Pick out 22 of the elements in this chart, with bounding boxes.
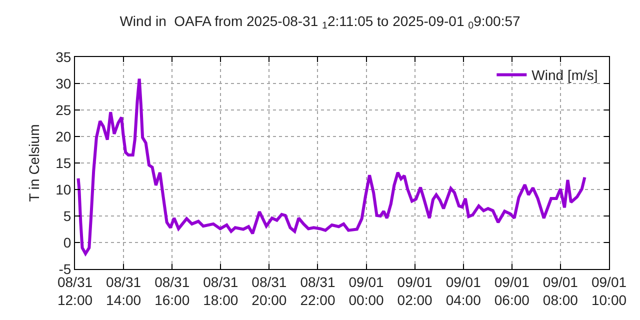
x-tick-label: 09/01 08:00 [542, 274, 578, 308]
x-tick-label: 08/31 22:00 [300, 274, 336, 308]
y-axis-title: T in Celsium [26, 124, 42, 202]
legend-label: Wind [m/s] [532, 67, 598, 84]
y-tick-label: 0 [63, 234, 72, 250]
y-tick-label: 35 [56, 48, 72, 65]
x-tick-label: 08/31 18:00 [203, 274, 238, 308]
chart-title: Wind in OAFA from 2025-08-31 $_{1}$2:11:05 to 2025-09-01 $_{0}$9:00:57 [120, 12, 520, 32]
x-tick-label: 09/01 06:00 [494, 274, 530, 308]
y-tick-label: 15 [56, 154, 72, 171]
y-tick-label: 20 [56, 128, 72, 144]
y-tick-label: 5 [63, 208, 72, 224]
x-tick-label: 08/31 20:00 [252, 274, 287, 308]
y-tick-label: 30 [56, 75, 72, 92]
x-tick-label: 09/01 04:00 [446, 274, 482, 308]
x-tick-label: 08/31 14:00 [106, 274, 142, 308]
x-tick-label: 09/01 02:00 [397, 274, 433, 308]
y-tick-label: 25 [56, 102, 72, 118]
x-tick-label: 09/01 00:00 [348, 274, 384, 308]
x-tick-label: 08/31 16:00 [154, 274, 190, 308]
y-tick-label: 10 [56, 181, 72, 198]
x-tick-label: 09/01 10:00 [591, 274, 627, 308]
